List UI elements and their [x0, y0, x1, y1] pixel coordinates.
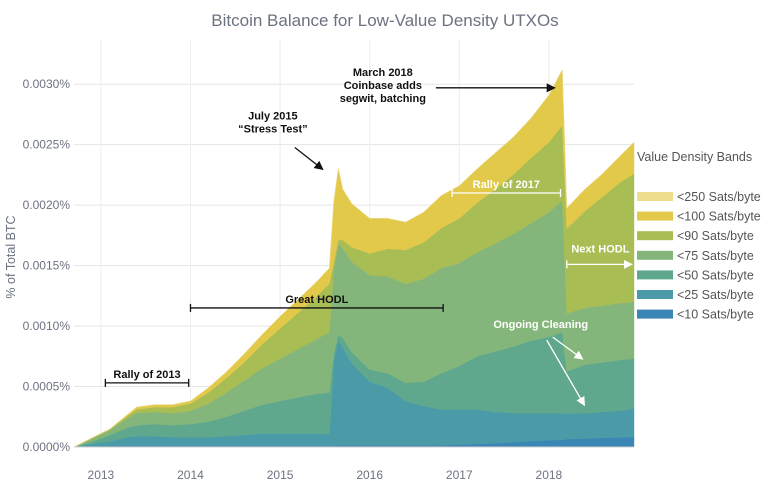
watermark-url: www.elecfans.com [675, 476, 751, 486]
y-tick-label: 0.0015% [23, 259, 71, 273]
x-tick-label: 2016 [356, 468, 383, 482]
x-tick-label: 2015 [267, 468, 294, 482]
x-tick-label: 2017 [446, 468, 473, 482]
x-axis: 2013 2014 2015 2016 2017 2018 [74, 446, 634, 482]
y-axis-label: % of Total BTC [4, 215, 18, 298]
legend: Value Density Bands <250 Sats/byte <100 S… [637, 150, 761, 322]
chart-title: Bitcoin Balance for Low-Value Density UT… [211, 11, 558, 30]
legend-label-90-sats-byte: <90 Sats/byte [677, 229, 754, 243]
legend-label-10-sats-byte: <10 Sats/byte [677, 308, 754, 322]
legend-swatch-25-sats-byte [637, 290, 673, 299]
annotation-cleaning-arrow-2 [546, 339, 586, 407]
annotation-coinbase-label: segwit, batching [340, 93, 426, 105]
y-tick-label: 0.0010% [23, 319, 71, 333]
legend-swatch-90-sats-byte [637, 231, 673, 241]
y-tick-label: 0.0000% [23, 440, 71, 454]
x-tick-label: 2014 [177, 468, 204, 482]
annotation-nexthodl-label: Next HODL [571, 243, 629, 255]
legend-swatch-10-sats-byte [637, 309, 673, 319]
watermark-logo-icon [644, 458, 669, 483]
y-axis: 0.0000% 0.0005% 0.0010% 0.0015% 0.0020% 0.002… [23, 77, 71, 454]
y-tick-label: 0.0025% [23, 138, 71, 152]
annotation-greathodl-label: Great HODL [285, 294, 348, 306]
annotation-rally2013-label: Rally of 2013 [113, 369, 180, 381]
annotation-stresstest-label: July 2015 [248, 110, 298, 122]
annotations: Rally of 2013 Great HODL July 2015“Stress … [104, 67, 633, 407]
legend-swatch-50-sats-byte [637, 270, 673, 280]
annotation-stresstest-arrow [294, 146, 324, 171]
watermark: 电子发烧友 www.elecfans.com [644, 455, 756, 486]
legend-swatch-250-sats-byte [637, 192, 673, 201]
y-tick-label: 0.0005% [23, 380, 71, 394]
annotation-cleaning-arrow-1 [552, 336, 584, 360]
legend-label-50-sats-byte: <50 Sats/byte [677, 268, 754, 282]
legend-label-100-sats-byte: <100 Sats/byte [677, 210, 761, 224]
legend-label-250-sats-byte: <250 Sats/byte [677, 190, 761, 204]
legend-label-25-sats-byte: <25 Sats/byte [677, 288, 754, 302]
annotation-cleaning-label: Ongoing Cleaning [493, 319, 588, 331]
legend-label-75-sats-byte: <75 Sats/byte [677, 249, 754, 263]
annotation-stresstest-label: “Stress Test” [238, 123, 308, 135]
legend-title: Value Density Bands [637, 150, 752, 164]
y-tick-label: 0.0020% [23, 198, 71, 212]
watermark-brand: 电子发烧友 [675, 458, 756, 475]
legend-swatch-100-sats-byte [637, 211, 673, 221]
y-tick-label: 0.0030% [23, 77, 71, 91]
annotation-coinbase-label: Coinbase adds [344, 80, 422, 92]
annotation-coinbase-label: March 2018 [353, 67, 413, 79]
area-250-sats-byte [73, 68, 635, 448]
annotation-rally2017-label: Rally of 2017 [473, 179, 540, 191]
stacked-areas [73, 68, 635, 448]
x-tick-label: 2018 [536, 468, 563, 482]
legend-swatch-75-sats-byte [637, 250, 673, 260]
x-tick-label: 2013 [88, 468, 115, 482]
